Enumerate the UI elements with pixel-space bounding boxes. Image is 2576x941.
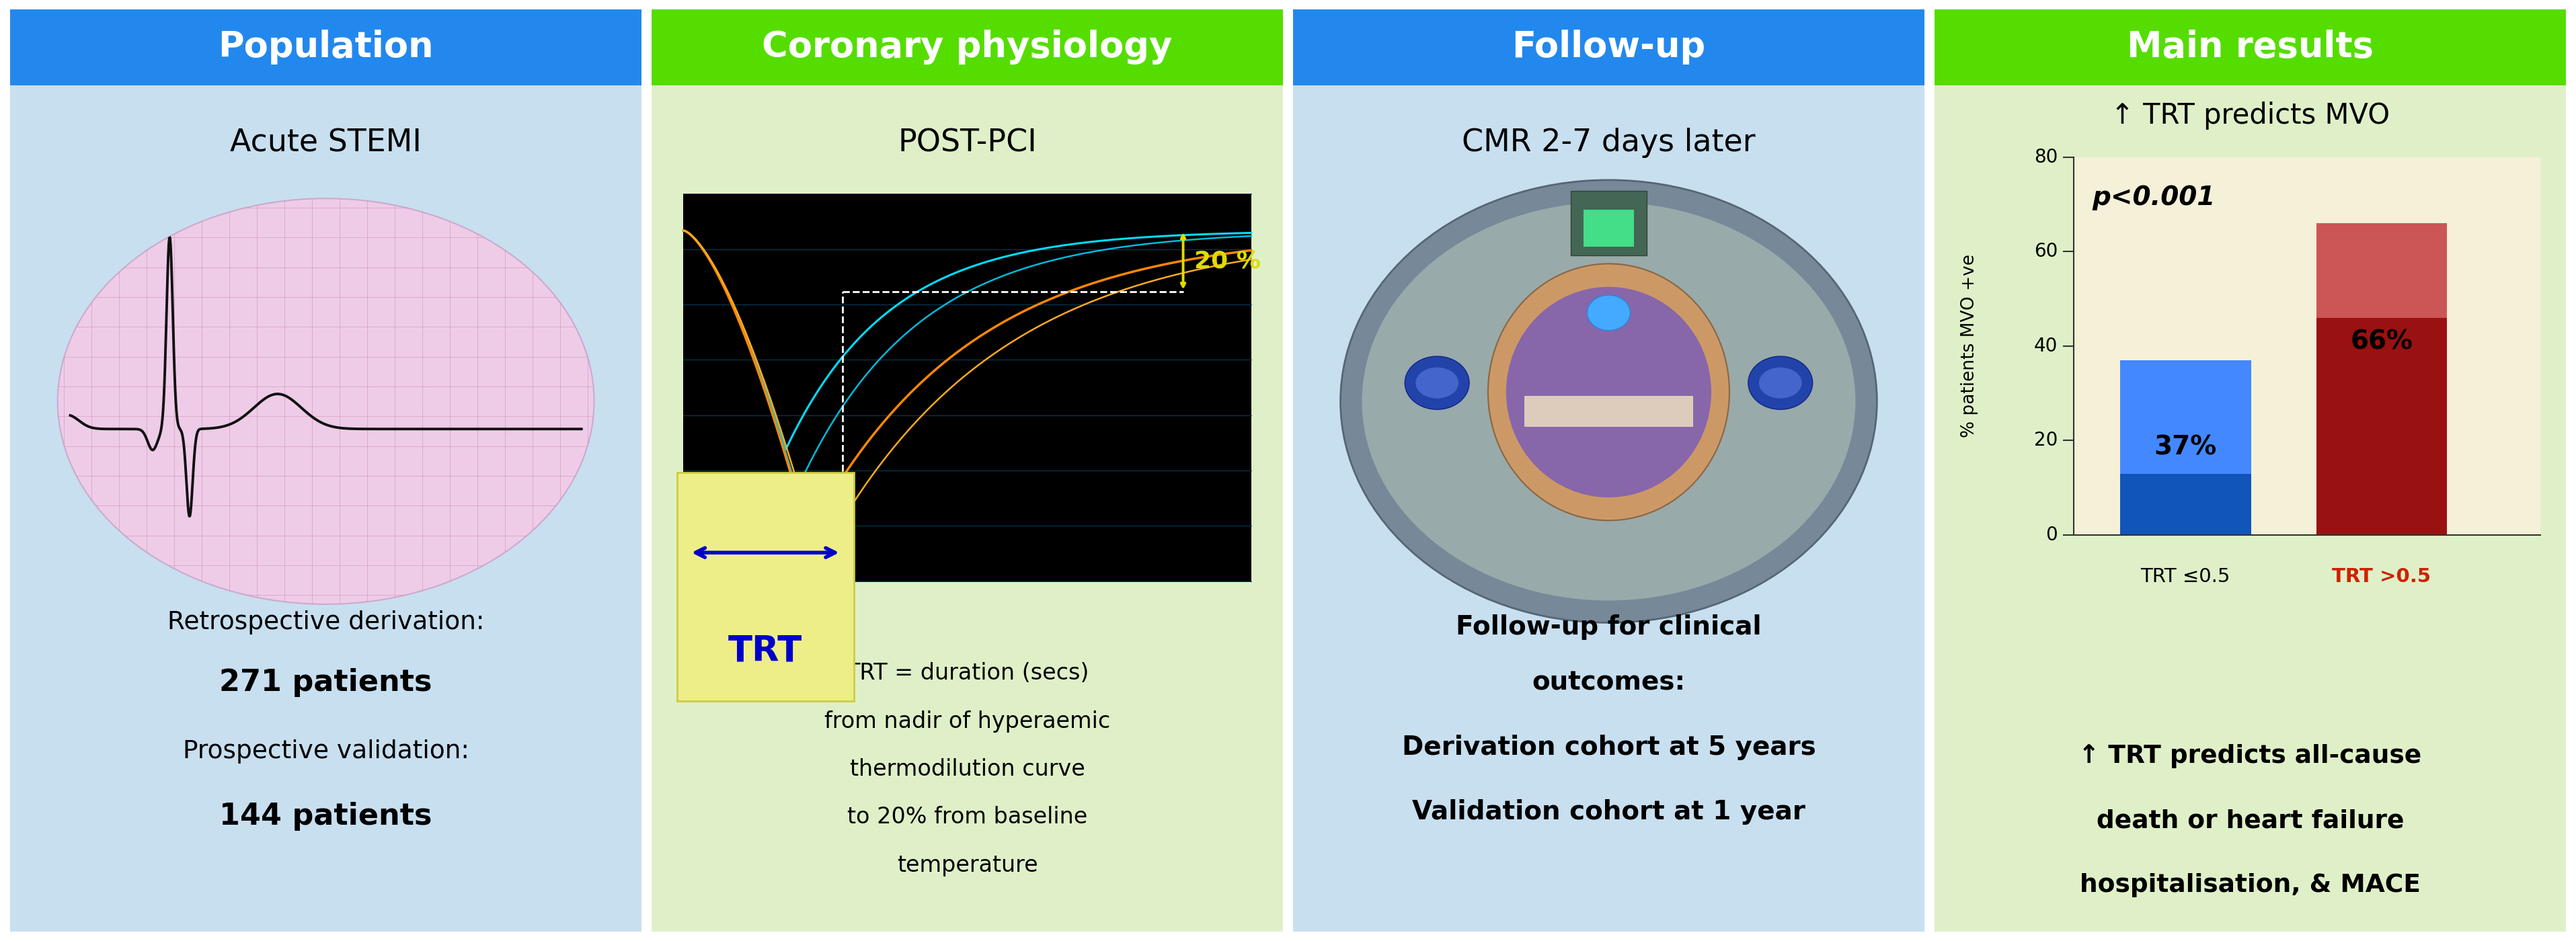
Ellipse shape [1587,295,1631,330]
Text: Prospective validation:: Prospective validation: [183,740,469,764]
Text: 80: 80 [2035,148,2058,167]
Text: temperature: temperature [896,854,1038,876]
Text: POST-PCI: POST-PCI [899,128,1036,158]
Bar [2120,360,2251,473]
Text: 37%: 37% [2154,435,2218,460]
Bar [2316,223,2447,318]
Ellipse shape [57,199,595,604]
Ellipse shape [1749,357,1814,409]
Text: Acute STEMI: Acute STEMI [229,128,422,158]
Text: 66%: 66% [2349,329,2414,355]
Text: CMR 2-7 days later: CMR 2-7 days later [1463,128,1754,158]
Bar [683,194,1252,582]
Text: ↑ TRT predicts all-cause: ↑ TRT predicts all-cause [2079,744,2421,769]
Text: 40: 40 [2035,337,2058,356]
Ellipse shape [57,199,595,604]
Bar [1935,9,2566,85]
Ellipse shape [1340,180,1878,623]
Text: 0: 0 [2045,526,2058,545]
Text: Validation cohort at 1 year: Validation cohort at 1 year [1412,799,1806,824]
Text: p<0.001: p<0.001 [2092,184,2215,210]
Ellipse shape [1759,367,1801,398]
Text: TRT: TRT [729,633,801,668]
Ellipse shape [1363,202,1855,600]
Ellipse shape [1489,263,1728,520]
Bar [2316,318,2447,535]
Bar [1584,210,1633,247]
Text: TRT = duration (secs): TRT = duration (secs) [845,662,1090,684]
Bar [652,9,1283,85]
Text: TRT ≤0.5: TRT ≤0.5 [2141,567,2231,586]
Bar [10,9,641,85]
Bar [2120,473,2251,535]
Text: 271 patients: 271 patients [219,668,433,697]
Text: Coronary physiology: Coronary physiology [762,30,1172,65]
Bar [2074,157,2540,535]
Text: TRT >0.5: TRT >0.5 [2331,567,2432,586]
Text: from nadir of hyperaemic: from nadir of hyperaemic [824,710,1110,732]
Bar [1293,9,1924,85]
Text: 60: 60 [2035,242,2058,261]
Bar [1571,191,1646,255]
Text: Population: Population [219,30,433,65]
Text: Main results: Main results [2128,30,2372,65]
Text: to 20% from baseline: to 20% from baseline [848,806,1087,828]
Text: death or heart failure: death or heart failure [2097,809,2403,833]
Bar [1525,396,1692,427]
Ellipse shape [1417,367,1458,398]
Text: Derivation cohort at 5 years: Derivation cohort at 5 years [1401,734,1816,760]
Bar [677,472,853,701]
Ellipse shape [1507,287,1710,498]
Text: hospitalisation, & MACE: hospitalisation, & MACE [2079,873,2421,898]
Text: ↑ TRT predicts MVO: ↑ TRT predicts MVO [2110,102,2391,130]
Text: Retrospective derivation:: Retrospective derivation: [167,611,484,635]
Text: Follow-up for clinical: Follow-up for clinical [1455,614,1762,640]
Text: % patients MVO +ve: % patients MVO +ve [1960,254,1978,438]
Text: outcomes:: outcomes: [1533,670,1685,695]
Ellipse shape [1404,357,1468,409]
Text: 20: 20 [2035,431,2058,450]
Text: 144 patients: 144 patients [219,802,433,831]
Text: Follow-up: Follow-up [1512,30,1705,65]
Text: thermodilution curve: thermodilution curve [850,758,1084,780]
Text: 20 %: 20 % [1195,249,1262,272]
